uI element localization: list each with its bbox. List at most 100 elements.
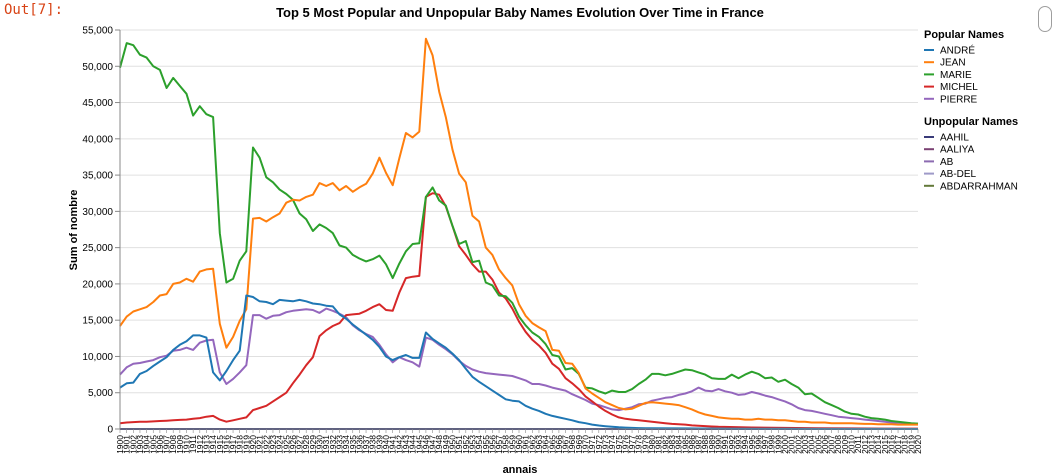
- x-tick-label: 2008: [833, 435, 843, 454]
- x-tick-label: 1963: [534, 435, 544, 454]
- x-tick-label: 1958: [501, 435, 511, 454]
- x-tick-label: 1918: [235, 435, 245, 454]
- y-tick-label: 0: [107, 425, 113, 436]
- legend-label-popular: JEAN: [940, 58, 966, 69]
- x-tick-label: 1928: [301, 435, 311, 454]
- x-tick-label: 1903: [135, 435, 145, 454]
- x-tick-label: 1978: [634, 435, 644, 454]
- y-tick-label: 45,000: [82, 98, 113, 109]
- x-tick-label: 1985: [680, 435, 690, 454]
- x-tick-label: 1951: [454, 435, 464, 454]
- legend-label-unpopular: AALIYA: [940, 145, 975, 156]
- x-tick-label: 2017: [893, 435, 903, 454]
- x-tick-label: 2018: [900, 435, 910, 454]
- x-axis-title: annais: [503, 464, 538, 476]
- x-tick-label: 2011: [853, 435, 863, 454]
- x-tick-label: 1909: [175, 435, 185, 454]
- x-tick-label: 1996: [753, 435, 763, 454]
- legend-label-popular: ANDRÉ: [940, 44, 975, 57]
- series-layer: [119, 37, 919, 430]
- x-tick-label: 2000: [780, 435, 790, 454]
- x-tick-label: 1905: [148, 435, 158, 454]
- x-tick-label: 1964: [541, 435, 551, 454]
- x-tick-label: 1925: [281, 435, 291, 454]
- x-tick-label: 1908: [168, 435, 178, 454]
- x-tick-label: 2003: [800, 435, 810, 454]
- y-tick-label: 5,000: [88, 388, 113, 399]
- x-tick-label: 2012: [860, 435, 870, 454]
- x-tick-label: 2020: [913, 435, 923, 454]
- x-tick-label: 1967: [561, 435, 571, 454]
- x-tick-label: 2001: [787, 435, 797, 454]
- x-tick-label: 1962: [527, 435, 537, 454]
- x-tick-label: 1913: [201, 435, 211, 454]
- legend-popular-title: Popular Names: [924, 29, 1004, 41]
- x-tick-label: 1914: [208, 435, 218, 454]
- output-scroll-toggle[interactable]: [1038, 6, 1052, 32]
- x-tick-label: 1995: [747, 435, 757, 454]
- x-tick-label: 1947: [428, 435, 438, 454]
- x-tick-label: 1906: [155, 435, 165, 454]
- legend-label-unpopular: AAHIL: [940, 133, 969, 144]
- x-tick-label: 1998: [767, 435, 777, 454]
- x-tick-label: 1930: [315, 435, 325, 454]
- x-tick-label: 1931: [321, 435, 331, 454]
- x-tick-label: 1986: [687, 435, 697, 454]
- chart-title: Top 5 Most Popular and Unpopular Baby Na…: [276, 5, 764, 20]
- x-tick-label: 1974: [607, 435, 617, 454]
- x-tick-label: 1980: [647, 435, 657, 454]
- legend-label-unpopular: AB-DEL: [940, 169, 977, 180]
- x-tick-label: 1968: [567, 435, 577, 454]
- x-tick-label: 1954: [474, 435, 484, 454]
- x-tick-label: 1953: [467, 435, 477, 454]
- x-tick-label: 1934: [341, 435, 351, 454]
- x-tick-label: 1932: [328, 435, 338, 454]
- x-tick-label: 1912: [195, 435, 205, 454]
- x-tick-label: 1902: [128, 435, 138, 454]
- x-tick-label: 1943: [401, 435, 411, 454]
- y-tick-label: 25,000: [82, 243, 113, 254]
- x-tick-label: 1901: [122, 435, 132, 454]
- x-tick-label: 1987: [694, 435, 704, 454]
- x-tick-label: 1933: [334, 435, 344, 454]
- gridlines: [120, 29, 918, 430]
- legend-label-popular: PIERRE: [940, 94, 978, 105]
- x-tick-label: 1945: [414, 435, 424, 454]
- x-tick-label: 1917: [228, 435, 238, 454]
- legend-label-popular: MICHEL: [940, 82, 978, 93]
- x-tick-label: 1991: [720, 435, 730, 454]
- x-tick-label: 1924: [275, 435, 285, 454]
- x-tick-label: 1999: [773, 435, 783, 454]
- x-tick-label: 1959: [507, 435, 517, 454]
- x-tick-label: 1970: [581, 435, 591, 454]
- x-tick-label: 1922: [261, 435, 271, 454]
- series-line-pierre: [119, 307, 919, 425]
- x-tick-label: 1920: [248, 435, 258, 454]
- x-tick-label: 1972: [594, 435, 604, 454]
- x-tick-label: 1942: [394, 435, 404, 454]
- x-tick-label: 1966: [554, 435, 564, 454]
- x-tick-label: 1952: [461, 435, 471, 454]
- x-tick-label: 1935: [348, 435, 358, 454]
- x-tick-label: 1997: [760, 435, 770, 454]
- x-tick-label: 1904: [142, 435, 152, 454]
- x-tick-label: 1984: [674, 435, 684, 454]
- x-tick-label: 1961: [521, 435, 531, 454]
- x-tick-label: 2015: [880, 435, 890, 454]
- y-axis: 0 5,000 10,000 15,000 20,000 25,000 30,000 35,0…: [82, 26, 121, 436]
- x-tick-label: 1941: [388, 435, 398, 454]
- output-prompt-label: Out[7]:: [4, 2, 64, 18]
- x-tick-label: 1965: [547, 435, 557, 454]
- x-tick-label: 1989: [707, 435, 717, 454]
- legend-label-popular: MARIE: [940, 70, 972, 81]
- x-tick-label: 1927: [295, 435, 305, 454]
- x-tick-label: 1926: [288, 435, 298, 454]
- x-tick-label: 2016: [886, 435, 896, 454]
- x-tick-label: 1949: [441, 435, 451, 454]
- x-tick-label: 1948: [434, 435, 444, 454]
- x-tick-label: 1982: [660, 435, 670, 454]
- x-tick-label: 1976: [620, 435, 630, 454]
- legend: Popular Names Unpopular Names ANDRÉJEANM…: [924, 29, 1018, 192]
- x-tick-label: 1900: [115, 435, 125, 454]
